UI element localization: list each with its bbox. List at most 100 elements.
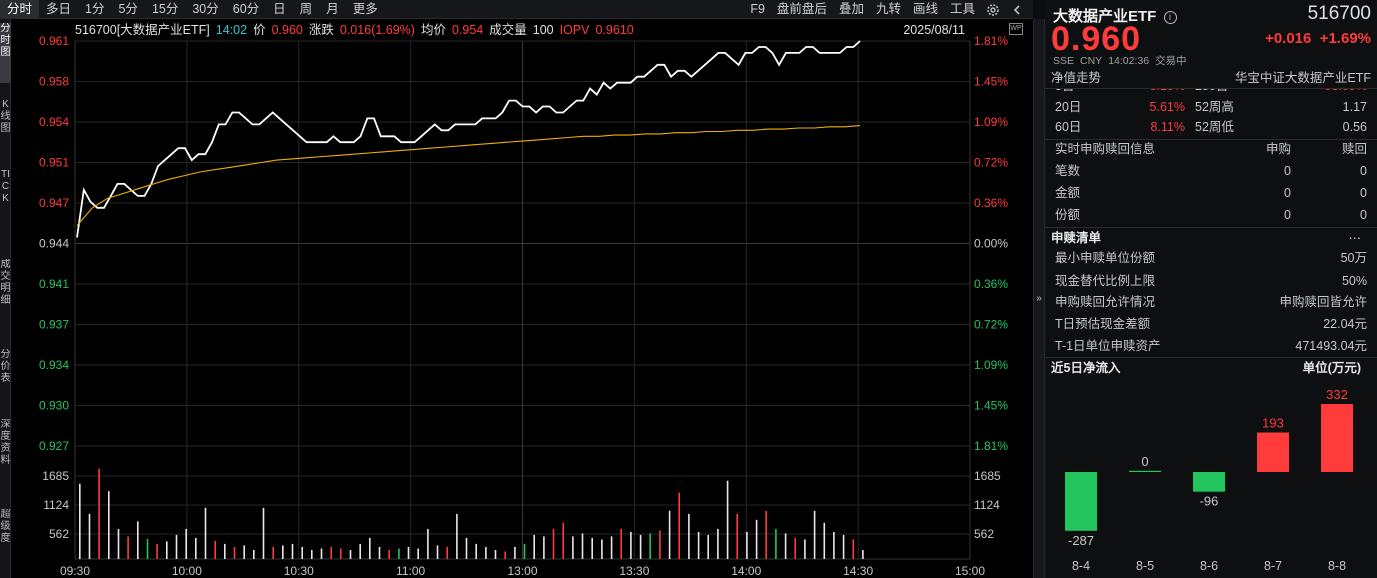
nav-depth[interactable]: 深度资料 [0,419,11,466]
gear-icon[interactable] [985,2,1001,18]
sidebar-collapse-toggle[interactable]: » [1033,19,1045,578]
flow-bar [1065,472,1097,531]
x-tick-label: 10:30 [284,564,314,578]
volume-bar [262,507,265,559]
volume-bar [543,536,545,559]
chart-info-bar: 516700[大数据产业ETF] 14:02 价 0.960 涨跌 0.016(1.69%… [11,19,1033,41]
flow-title: 近5日净流入 单位(万元) [1045,357,1377,379]
draw-line-button[interactable]: 画线 [912,2,938,16]
tab-15min[interactable]: 15分 [151,1,179,16]
f9-button[interactable]: F9 [750,2,765,16]
volume-bar [243,545,245,559]
quote-header: 大数据产业ETF i 516700 0.960 +0.016 +1.69% SS… [1045,0,1377,70]
volume-bar [214,540,216,559]
y-right-tick-label: 0.00% [974,237,1008,251]
tab-1min[interactable]: 1分 [85,1,105,16]
info-price: 0.960 [271,23,303,37]
tab-60min[interactable]: 60分 [232,1,260,16]
volume-bar [340,548,342,559]
volume-bar [852,539,855,559]
y-tick-label: 0.947 [39,196,69,210]
volume-bar [688,513,690,559]
security-code-name: 516700[大数据产业ETF] [75,23,210,37]
volume-bar [697,531,700,559]
volume-bar [794,537,796,559]
nine-turn-button[interactable]: 九转 [875,2,901,16]
tab-month[interactable]: 月 [326,1,339,16]
realtime-title: 实时申购赎回信息 [1055,142,1156,156]
more-icon[interactable]: ··· [1348,231,1362,245]
nav-fenshi[interactable]: 分时图 [0,23,11,83]
tab-5min[interactable]: 5分 [118,1,138,16]
volume-bar [137,521,139,559]
volume-bar [639,534,642,559]
price-volume-chart[interactable]: 0.961 1.81% 0.958 1.45% 0.954 1.09% 0.951 0.72%… [11,19,1033,578]
tab-fenshi[interactable]: 分时 [0,0,40,19]
volume-bar [311,550,313,559]
redeem-row: 现金替代比例上限 50% [1055,274,1367,288]
nav-trades[interactable]: 成交明细 [0,259,11,306]
x-tick-label: 15:00 [955,564,985,578]
tab-30min[interactable]: 30分 [192,1,219,16]
volume-bar [726,480,729,559]
tab-day[interactable]: 日 [273,1,286,16]
performance-rows: 5日 -0.10% 250日 53.09% 20日 5.61% 52周高 1.1… [1045,89,1377,137]
flow-category-label: 8-5 [1136,559,1154,573]
flow-value-label: -287 [1068,533,1094,548]
nav-super[interactable]: 超级度 [0,509,11,544]
tab-multiday[interactable]: 多日 [46,1,72,16]
volume-bar [862,550,864,559]
volume-bar [417,548,419,559]
volume-bar [320,548,323,559]
chevron-left-icon[interactable] [1009,2,1025,18]
tools-button[interactable]: 工具 [949,2,975,16]
price-label: 价 [253,23,266,37]
redeem-row: 申购赎回允许情况 申购赎回皆允许 [1055,295,1367,309]
divider [1045,88,1377,89]
window-mode-icon[interactable]: WP [1009,23,1023,35]
realtime-col-redeem: 赎回 [1341,142,1367,156]
volume-bar [369,537,371,559]
prepost-button[interactable]: 盘前盘后 [776,2,827,16]
left-nav: 分时图 K线图 TICK 成交明细 分价表 深度资料 超级度 [0,19,11,578]
nav-kline[interactable]: K线图 [0,99,11,134]
change-label: 涨跌 [308,23,334,37]
y-right-tick-label: 1.09% [974,115,1008,129]
iopv-label: IOPV [559,23,590,37]
y-right-tick-label: 0.72% [974,318,1008,332]
volume-bar [746,531,748,559]
volume-bar [330,546,332,559]
volume-bar [572,536,574,559]
overlay-button[interactable]: 叠加 [838,2,864,16]
y-tick-label: 0.934 [39,358,69,372]
nav-tick[interactable]: TICK [1,169,10,204]
volume-bar [446,546,448,559]
net-inflow-chart: -287 8-4 0 8-5 -96 8-6 193 8-7 332 8-8 [1065,387,1353,573]
volume-bar [204,507,207,559]
volume-bar [823,522,826,559]
tab-more[interactable]: 更多 [352,1,378,16]
realtime-row-shares: 份额 0 0 [1055,208,1367,222]
flow-unit: 单位(万元) [1302,361,1361,375]
volume-bar [842,534,845,559]
volume-bar [427,528,429,559]
y-tick-label: 0.951 [39,156,69,170]
redeem-row: 最小申赎单位份额 50万 [1055,251,1367,265]
volume-bar [668,510,671,559]
volume-bar [79,483,81,559]
exchange-label: SSE [1053,55,1075,67]
nav-trend-row[interactable]: 净值走势 华宝中证大数据产业ETF [1045,68,1377,88]
info-icon[interactable]: i [1163,11,1177,24]
volume-bar [359,543,361,559]
quote-panel: 大数据产业ETF i 516700 0.960 +0.016 +1.69% SS… [1045,0,1377,578]
volume-bar [398,548,400,559]
tracked-index-name: 华宝中证大数据产业ETF [1234,71,1371,85]
info-iopv: 0.9610 [595,23,634,37]
volume-bar [678,492,680,559]
tab-week[interactable]: 周 [299,1,313,16]
double-chevron-right-icon: » [1036,293,1042,304]
nav-price-table[interactable]: 分价表 [0,349,11,384]
volume-bar [591,537,593,559]
volume-bar [581,533,584,559]
